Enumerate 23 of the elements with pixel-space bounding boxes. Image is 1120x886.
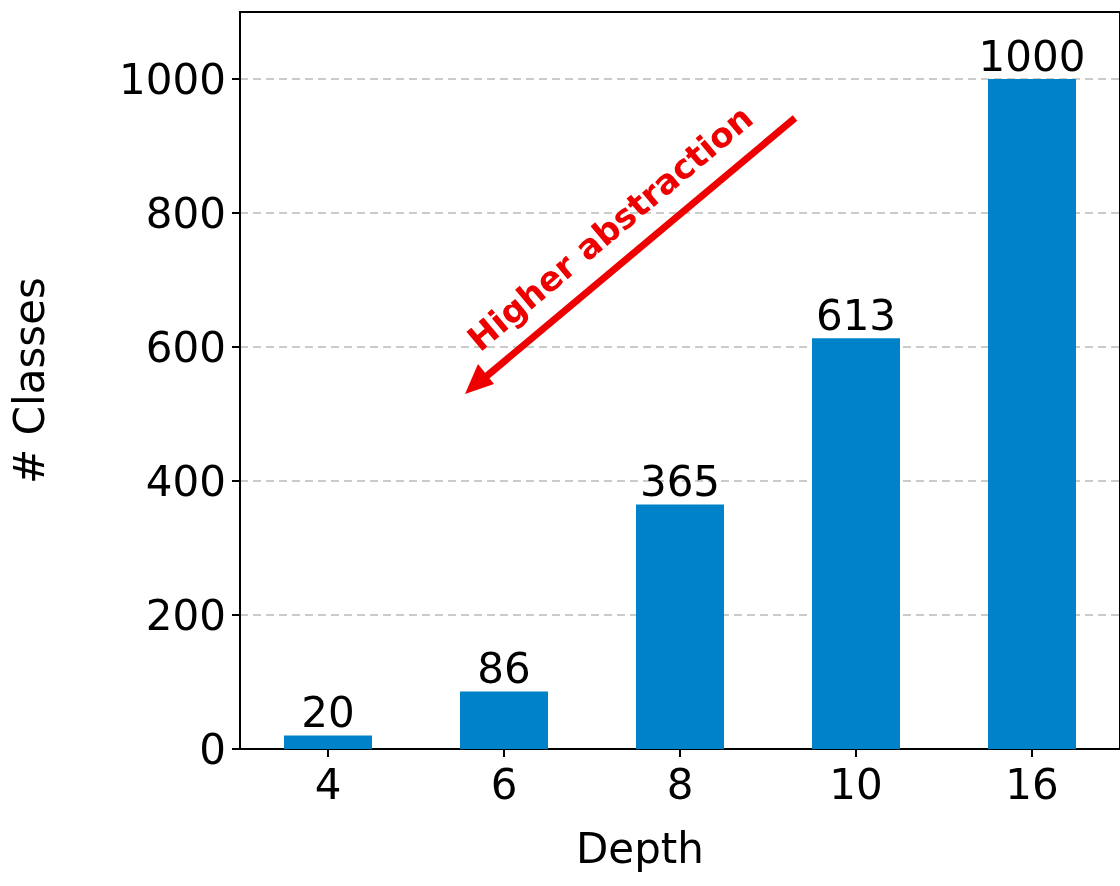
y-tick-label: 600	[145, 322, 226, 372]
y-tick-label: 400	[145, 456, 226, 506]
x-tick-label: 8	[666, 759, 694, 809]
bar	[812, 338, 900, 749]
bar	[636, 504, 724, 749]
x-tick-label: 10	[829, 759, 883, 809]
x-tick-label: 4	[314, 759, 342, 809]
data-label: 86	[477, 643, 531, 693]
bar	[988, 79, 1076, 749]
bar	[460, 691, 548, 749]
bar	[284, 735, 372, 749]
y-tick-label: 200	[145, 590, 226, 640]
data-label: 365	[639, 456, 721, 506]
y-tick-label: 800	[145, 188, 226, 238]
x-axis-title: Depth	[576, 823, 704, 873]
y-tick-label: 0	[199, 724, 226, 774]
y-axis-title: # Classes	[4, 277, 54, 484]
data-label: 20	[301, 688, 355, 738]
x-tick-label: 16	[1005, 759, 1059, 809]
data-label: 1000	[978, 31, 1086, 81]
data-label: 613	[815, 290, 897, 340]
x-tick-label: 6	[490, 759, 518, 809]
y-tick-label: 1000	[119, 54, 226, 104]
